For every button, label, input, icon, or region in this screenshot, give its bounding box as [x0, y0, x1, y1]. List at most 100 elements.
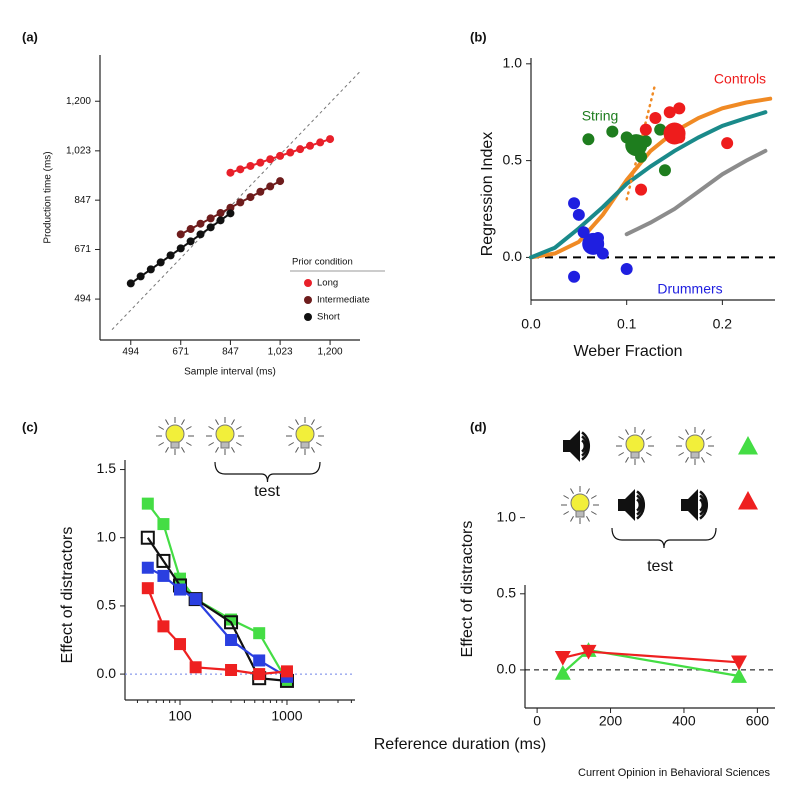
- x-tick-label: 100: [168, 708, 192, 724]
- y-tick-label: 1,023: [66, 145, 91, 156]
- marker: [580, 644, 597, 660]
- bulb-icon: [616, 427, 654, 465]
- panel-label: (c): [22, 419, 38, 434]
- bulb-ray: [591, 511, 597, 515]
- speaker-wave: [581, 431, 591, 461]
- marker: [256, 187, 265, 196]
- y-tick-label: 847: [74, 195, 91, 206]
- marker: [136, 272, 145, 281]
- marker: [226, 209, 235, 218]
- bulb-glass: [685, 434, 705, 454]
- bulb-ray: [646, 452, 652, 456]
- bulb-ray: [678, 452, 684, 456]
- marker: [226, 168, 235, 177]
- marker: [296, 145, 305, 154]
- bulb-ray: [641, 457, 645, 463]
- marker: [216, 216, 225, 225]
- bulb-ray: [295, 419, 299, 425]
- bulb-ray: [706, 436, 712, 440]
- bulb-ray: [311, 447, 315, 453]
- marker: [663, 122, 686, 145]
- bulb-glass: [215, 424, 235, 444]
- fit-curve: [529, 96, 773, 260]
- marker: [246, 161, 255, 170]
- marker: [663, 106, 676, 119]
- y-axis-label: Effect of distractors: [459, 521, 476, 658]
- marker: [236, 165, 245, 174]
- x-tick-label: 600: [746, 713, 770, 729]
- y-tick-label: 0.5: [503, 151, 523, 167]
- bulb-glass: [570, 493, 590, 513]
- y-tick-label: 1.0: [497, 508, 517, 524]
- bulb-glass: [295, 424, 315, 444]
- speaker-wave: [699, 490, 709, 520]
- bulb-ray: [316, 426, 322, 430]
- marker: [166, 251, 175, 260]
- x-tick-label: 494: [122, 347, 139, 358]
- y-tick-label: 0.5: [497, 584, 517, 600]
- marker: [174, 583, 187, 596]
- marker: [225, 634, 238, 646]
- marker: [157, 518, 170, 531]
- legend-label: Long: [317, 278, 338, 289]
- marker: [306, 141, 315, 150]
- x-tick-label: 671: [172, 347, 189, 358]
- x-tick-label: 1,023: [268, 347, 293, 358]
- marker: [224, 615, 239, 630]
- bulb-ray: [586, 488, 590, 494]
- marker: [226, 203, 235, 212]
- bulb-icon: [561, 486, 599, 524]
- y-tick-label: 0.0: [497, 661, 517, 677]
- bulb-base: [220, 441, 230, 449]
- bulb-base: [300, 441, 310, 449]
- marker: [286, 148, 295, 157]
- marker: [157, 569, 170, 582]
- marker: [606, 125, 619, 138]
- bulb-ray: [165, 419, 169, 425]
- speaker-wave: [636, 490, 646, 520]
- bulb-icon: [156, 417, 194, 455]
- fit-curve: [624, 148, 768, 237]
- bulb-glass: [165, 424, 185, 444]
- marker: [146, 265, 155, 274]
- marker: [276, 151, 285, 160]
- marker: [280, 665, 293, 678]
- marker: [572, 208, 585, 221]
- marker: [253, 668, 266, 681]
- marker: [658, 164, 671, 177]
- bulb-ray: [236, 426, 242, 430]
- bulb-ray: [158, 426, 164, 430]
- speaker-body: [681, 489, 698, 521]
- bulb-icon: [286, 417, 324, 455]
- bulb-base: [575, 510, 585, 518]
- bulb-ray: [625, 429, 629, 435]
- identity-line: [111, 70, 362, 330]
- legend-marker: [304, 313, 312, 321]
- x-tick-label: 200: [599, 713, 623, 729]
- x-tick-label: 0.1: [617, 316, 637, 332]
- marker: [236, 198, 245, 207]
- marker: [568, 270, 581, 283]
- marker: [156, 258, 165, 267]
- marker: [276, 177, 285, 186]
- bulb-ray: [186, 426, 192, 430]
- series-label: String: [582, 108, 619, 124]
- bulb-ray: [563, 495, 569, 499]
- bulb-ray: [591, 495, 597, 499]
- speaker-wave: [636, 498, 642, 512]
- fit-curve: [529, 110, 768, 260]
- y-axis-label: Regression Index: [479, 132, 496, 257]
- bulb-ray: [618, 436, 624, 440]
- marker: [141, 497, 154, 510]
- bulb-base: [690, 451, 700, 459]
- x-axis-label: Weber Fraction: [573, 343, 682, 360]
- marker: [582, 232, 605, 255]
- series-label: Drummers: [657, 281, 722, 297]
- speaker-icon: [618, 489, 646, 521]
- bulb-ray: [295, 447, 299, 453]
- bulb-ray: [181, 447, 185, 453]
- legend-label: Intermediate: [317, 295, 370, 306]
- legend-title: Prior condition: [292, 257, 353, 268]
- bulb-ray: [570, 488, 574, 494]
- marker: [253, 627, 266, 640]
